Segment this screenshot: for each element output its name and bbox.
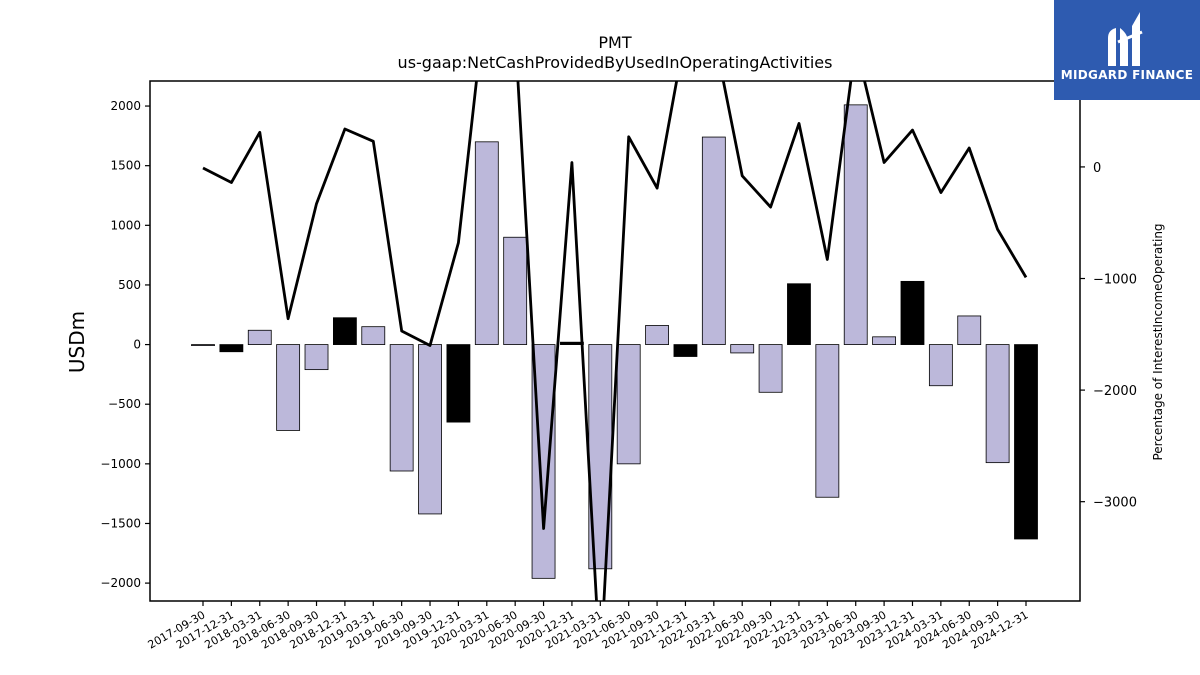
- y-axis-label: USDm: [65, 311, 89, 373]
- bar-2019-09-30: [418, 344, 442, 515]
- bar-2017-09-30: [191, 344, 215, 346]
- bar-2020-03-31: [474, 141, 499, 345]
- midgard-finance-logo: MIDGARD FINANCE: [1054, 0, 1200, 100]
- bar-2018-03-31: [247, 329, 272, 345]
- bar-2018-09-30: [304, 344, 329, 371]
- bar-2024-06-30: [957, 315, 982, 345]
- bar-2022-12-31: [787, 283, 811, 345]
- logo-mark-icon: [1108, 12, 1143, 66]
- y-tick-label: −500: [108, 397, 141, 411]
- bar-2021-09-30: [645, 325, 669, 345]
- bar-2017-12-31: [219, 344, 244, 353]
- line-series-interest-pct: [202, 81, 1028, 601]
- bar-2018-06-30: [276, 344, 301, 431]
- chart-title: PMT: [598, 33, 631, 52]
- bar-2023-06-30: [843, 104, 868, 345]
- bar-2018-12-31: [332, 317, 357, 345]
- bar-2022-03-31: [701, 136, 726, 345]
- bar-2023-09-30: [872, 336, 897, 345]
- bar-2019-06-30: [389, 344, 414, 472]
- y-tick-label: −1000: [100, 457, 141, 471]
- y-right-tick-label: −1000: [1093, 273, 1137, 288]
- bar-2022-09-30: [758, 344, 783, 393]
- y-tick-label: 0: [133, 338, 141, 352]
- bar-2023-12-31: [900, 280, 925, 345]
- bar-2019-03-31: [361, 326, 386, 345]
- y-right-tick-label: 0: [1093, 161, 1101, 176]
- y-tick-label: 500: [118, 278, 141, 292]
- chart-subtitle: us-gaap:NetCashProvidedByUsedInOperating…: [398, 53, 833, 72]
- y-tick-label: −1500: [100, 516, 141, 530]
- y-right-tick-label: −3000: [1093, 496, 1137, 511]
- bar-2021-06-30: [616, 344, 641, 465]
- bar-2024-03-31: [928, 344, 953, 387]
- y-tick-label: 1500: [110, 159, 141, 173]
- plot-frame: [149, 80, 1081, 602]
- y-axis-right-label: Percentage of InterestIncomeOperating: [1151, 223, 1165, 460]
- bar-2022-06-30: [730, 344, 755, 354]
- bar-2020-06-30: [503, 236, 528, 345]
- bar-2019-12-31: [446, 344, 471, 423]
- y-right-tick-label: −2000: [1093, 384, 1137, 399]
- bar-2020-12-31: [560, 341, 584, 345]
- bar-2021-12-31: [673, 344, 698, 357]
- bar-2024-09-30: [985, 344, 1010, 464]
- bar-2024-12-31: [1014, 344, 1038, 540]
- bar-2023-03-31: [815, 344, 840, 498]
- y-tick-label: −2000: [100, 576, 141, 590]
- y-tick-label: 1000: [110, 218, 141, 232]
- y-tick-label: 2000: [110, 99, 141, 113]
- logo-text: MIDGARD FINANCE: [1060, 68, 1194, 82]
